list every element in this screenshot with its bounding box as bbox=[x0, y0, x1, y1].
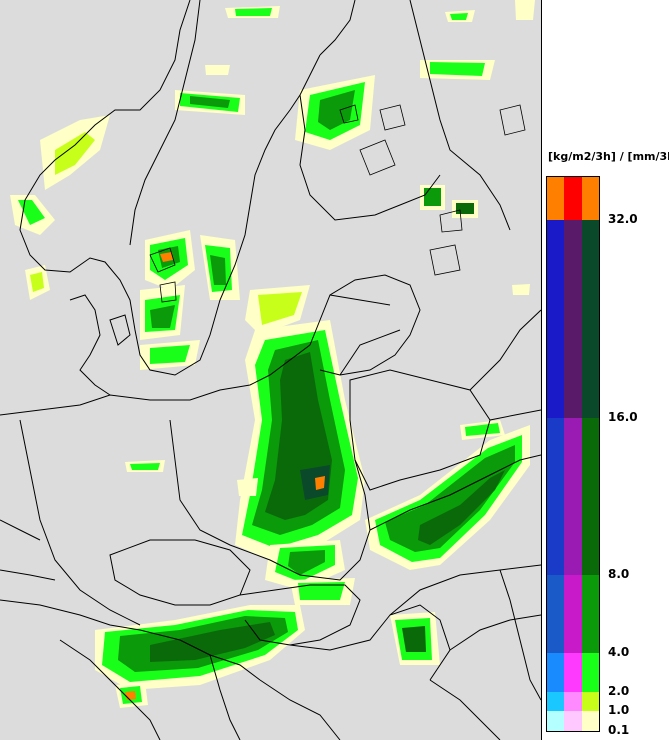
legend-band-5-col-1 bbox=[564, 692, 582, 711]
legend-band-1-col-0 bbox=[546, 220, 564, 418]
legend-band-5-col-0 bbox=[546, 692, 564, 711]
legend-color-bar bbox=[546, 176, 600, 732]
legend-band-1-col-2 bbox=[582, 220, 600, 418]
legend-band-1-col-1 bbox=[564, 220, 582, 418]
legend-band-0-col-0 bbox=[546, 176, 564, 220]
legend-band-3-col-2 bbox=[582, 575, 600, 653]
precipitation-map bbox=[0, 0, 541, 740]
legend-tick-8: 8.0 bbox=[608, 567, 630, 581]
legend-tick-32: 32.0 bbox=[608, 212, 638, 226]
legend-band-6-col-1 bbox=[564, 711, 582, 732]
legend-band-2-col-0 bbox=[546, 418, 564, 575]
legend-tick-0-1: 0.1 bbox=[608, 723, 630, 737]
legend-band-6-col-2 bbox=[582, 711, 600, 732]
lakes bbox=[149, 104, 526, 303]
legend-band-6-col-0 bbox=[546, 711, 564, 732]
legend-unit-label: [kg/m2/3h] / [mm/3h] bbox=[548, 150, 669, 163]
precip-finland bbox=[295, 60, 495, 218]
legend-band-3-col-1 bbox=[564, 575, 582, 653]
legend-tick-1: 1.0 bbox=[608, 703, 630, 717]
country-borders bbox=[0, 0, 541, 740]
legend-tick-2: 2.0 bbox=[608, 684, 630, 698]
legend-band-0-col-2 bbox=[582, 176, 600, 220]
precip-alps bbox=[95, 605, 440, 708]
precip-sweden bbox=[140, 90, 245, 370]
legend-outline bbox=[546, 176, 600, 732]
precipitation-fields bbox=[10, 0, 535, 708]
legend-band-0-col-1 bbox=[564, 176, 582, 220]
legend-band-3-col-0 bbox=[546, 575, 564, 653]
legend-band-2-col-1 bbox=[564, 418, 582, 575]
precip-scattered bbox=[125, 0, 535, 496]
precip-norway-coast bbox=[10, 115, 110, 300]
precip-ukraine bbox=[365, 420, 530, 570]
legend-band-5-col-2 bbox=[582, 692, 600, 711]
legend-band-4-col-1 bbox=[564, 653, 582, 692]
legend-tick-16: 16.0 bbox=[608, 410, 638, 424]
panel-divider bbox=[541, 0, 542, 740]
map-svg bbox=[0, 0, 541, 740]
legend-band-4-col-2 bbox=[582, 653, 600, 692]
legend-band-4-col-0 bbox=[546, 653, 564, 692]
legend-band-2-col-2 bbox=[582, 418, 600, 575]
precip-baltic-poland bbox=[235, 285, 365, 605]
legend-tick-4: 4.0 bbox=[608, 645, 630, 659]
